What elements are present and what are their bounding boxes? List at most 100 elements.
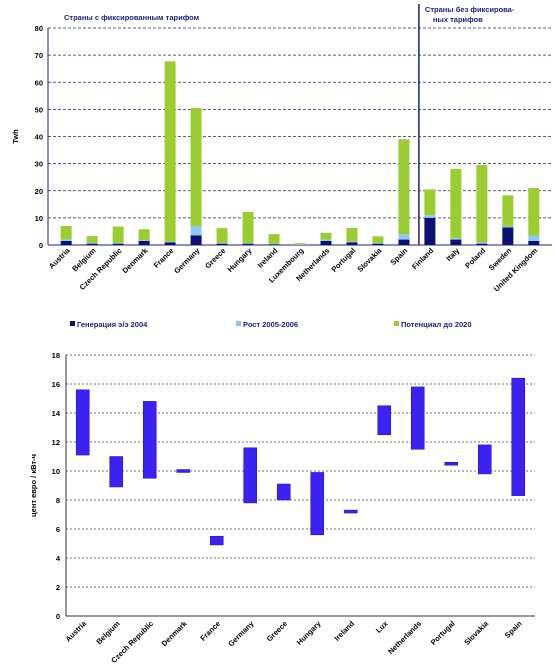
bar-segment bbox=[216, 243, 228, 245]
bar-segment bbox=[424, 217, 436, 245]
range-bar bbox=[343, 509, 358, 514]
y-tick-label: 0 bbox=[39, 241, 43, 250]
y-tick-label: 14 bbox=[52, 409, 61, 418]
bar-segment bbox=[60, 240, 72, 245]
range-bar bbox=[377, 405, 392, 436]
bar-segment bbox=[450, 239, 462, 245]
bar-segment bbox=[242, 243, 254, 245]
y-tick-label: 30 bbox=[35, 160, 43, 169]
y-tick-label: 60 bbox=[35, 78, 43, 87]
x-category-label: Ireland bbox=[256, 246, 280, 270]
bar-segment bbox=[528, 188, 540, 236]
range-bar bbox=[75, 389, 90, 456]
bar-segment bbox=[112, 226, 124, 243]
y-tick-label: 10 bbox=[52, 467, 60, 476]
x-category-label: Denmark bbox=[160, 618, 190, 648]
y-tick-label: 2 bbox=[56, 583, 60, 592]
y-tick-label: 20 bbox=[35, 187, 43, 196]
x-category-label: Greece bbox=[203, 246, 227, 270]
bar-segment bbox=[112, 243, 124, 245]
bar-segment bbox=[346, 227, 358, 242]
y-tick-label: 16 bbox=[52, 380, 60, 389]
bar-segment bbox=[86, 236, 98, 243]
range-bar bbox=[176, 469, 191, 473]
bar-segment bbox=[60, 239, 72, 241]
y-tick-label: 80 bbox=[35, 24, 43, 33]
range-bar bbox=[410, 386, 425, 450]
x-category-label: Ireland bbox=[332, 619, 356, 643]
legend-swatch bbox=[394, 321, 399, 326]
x-category-label: Denmark bbox=[120, 245, 150, 275]
bar-segment bbox=[112, 242, 124, 244]
bar-segment bbox=[424, 215, 436, 218]
x-category-label: Belgium bbox=[94, 619, 122, 647]
y-tick-label: 12 bbox=[52, 438, 60, 447]
bar-segment bbox=[164, 241, 176, 243]
group-label-fixed-tariff: Страны с фиксированным тарифом bbox=[64, 13, 200, 22]
bar-segment bbox=[138, 240, 150, 241]
bar-segment bbox=[86, 242, 98, 244]
x-category-label: Netherlands bbox=[386, 619, 423, 656]
bar-segment bbox=[60, 226, 72, 240]
x-category-label: Poland bbox=[463, 246, 487, 270]
bar-segment bbox=[268, 234, 280, 244]
bar-segment bbox=[372, 236, 384, 244]
bar-segment bbox=[216, 243, 228, 244]
x-category-label: Greece bbox=[265, 619, 289, 643]
x-category-label: Portugal bbox=[429, 619, 457, 647]
bar-segment bbox=[424, 189, 436, 216]
x-category-label: Italy bbox=[444, 245, 462, 263]
x-category-label: France bbox=[198, 619, 222, 643]
bar-segment bbox=[294, 244, 306, 246]
bar-segment bbox=[372, 243, 384, 245]
y-tick-label: 8 bbox=[56, 496, 60, 505]
y-tick-label: 70 bbox=[35, 51, 43, 60]
bar-segment bbox=[450, 238, 462, 240]
y-axis-label: цент евро / кВт-ч bbox=[29, 454, 38, 517]
bar-segment bbox=[164, 242, 176, 245]
bar-segment bbox=[450, 169, 462, 239]
x-category-label: Spain bbox=[503, 619, 524, 640]
range-bar bbox=[109, 456, 124, 488]
range-bar bbox=[276, 483, 291, 501]
y-tick-label: 10 bbox=[35, 214, 43, 223]
bar-segment bbox=[476, 242, 488, 244]
bar-segment bbox=[294, 244, 306, 245]
bar-segment bbox=[164, 61, 176, 242]
x-category-label: Germany bbox=[172, 245, 202, 275]
bar-segment bbox=[190, 108, 202, 227]
bar-segment bbox=[398, 239, 410, 245]
bar-segment bbox=[398, 139, 410, 235]
bar-segment bbox=[216, 228, 228, 244]
legend-label: Потенциал до 2020 bbox=[401, 320, 472, 329]
range-bar bbox=[444, 461, 459, 466]
x-category-label: Germany bbox=[226, 618, 256, 648]
x-category-label: Slovakia bbox=[462, 618, 490, 646]
bar-segment bbox=[242, 211, 254, 244]
range-bar bbox=[209, 535, 224, 546]
bar-segment bbox=[502, 226, 514, 228]
bar-segment bbox=[398, 234, 410, 240]
range-bar bbox=[477, 444, 492, 475]
bar-segment bbox=[320, 240, 332, 245]
bar-segment bbox=[86, 243, 98, 245]
legend-label: Генерация э/э 2004 bbox=[77, 320, 148, 329]
x-category-label: Slovakia bbox=[355, 245, 383, 273]
range-bar bbox=[310, 472, 325, 536]
bar-segment bbox=[320, 239, 332, 241]
x-category-label: Finland bbox=[410, 246, 436, 272]
bar-segment bbox=[528, 235, 540, 241]
bar-segment bbox=[190, 235, 202, 245]
x-category-label: Hungary bbox=[226, 245, 254, 273]
bar-segment bbox=[346, 241, 358, 243]
legend-label: Рост 2005-2006 bbox=[243, 320, 298, 329]
bar-segment bbox=[268, 243, 280, 245]
legend-swatch bbox=[70, 321, 75, 326]
bar-segment bbox=[138, 229, 150, 241]
range-bar bbox=[243, 447, 258, 504]
bar-segment bbox=[268, 244, 280, 245]
y-tick-label: 6 bbox=[56, 525, 60, 534]
bar-segment bbox=[346, 242, 358, 245]
bar-segment bbox=[502, 195, 514, 227]
x-category-label: Portugal bbox=[329, 246, 357, 274]
